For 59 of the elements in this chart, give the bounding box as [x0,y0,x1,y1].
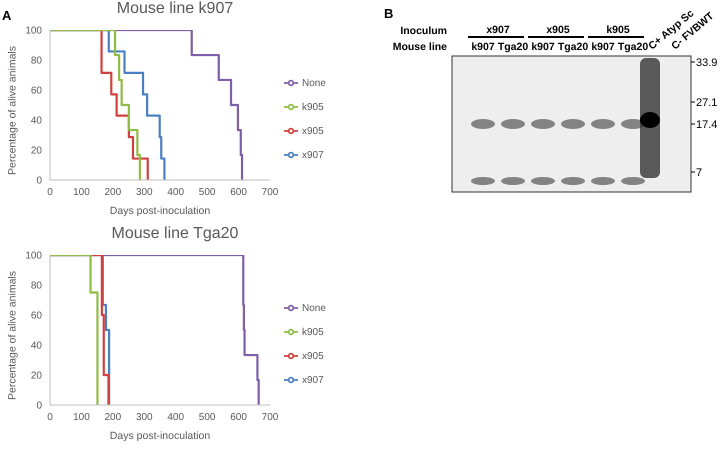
y-tick-label: 80 [30,280,42,292]
y-tick-label: 0 [36,176,42,187]
legend-label: x905 [302,351,324,362]
text: x905 [546,24,570,36]
x-tick-label: 100 [73,412,90,424]
y-axis-title: Percentage of alive animals [6,46,19,175]
x-tick-label: 0 [47,187,54,198]
text: B [384,6,394,21]
y-tick-label: 40 [30,116,42,127]
text: k907 [591,41,615,53]
x-tick-label: 300 [136,187,154,198]
x-tick-label: 700 [262,412,279,424]
x-tick-label: 600 [230,412,248,424]
y-tick-label: 20 [30,146,42,157]
y-tick-label: 60 [30,310,42,322]
x-tick-label: 400 [167,412,184,424]
x-axis-title: Days post-inoculation [110,430,210,442]
legend-label: x905 [302,126,324,137]
legend-label: k905 [302,102,324,113]
legend-label: None [302,303,326,314]
y-tick-label: 100 [25,26,42,37]
x-axis-title: Days post-inoculation [110,205,210,217]
text: x907 [486,24,510,36]
text: 27.1 [696,97,718,109]
y-tick-label: 40 [30,340,42,352]
y-tick-label: 20 [30,370,42,382]
text: Tga20 [618,41,648,53]
x-tick-label: 0 [47,412,54,424]
legend-label: k905 [302,327,324,338]
x-tick-label: 300 [136,412,154,424]
chart-title: Mouse line k907 [116,0,234,18]
x-tick-label: 200 [104,187,122,198]
y-tick-label: 100 [25,250,42,262]
text: Mouse line [392,41,448,53]
legend-label: x907 [302,150,324,161]
y-tick-label: 80 [30,56,42,67]
text: Tga20 [558,41,588,53]
x-tick-label: 100 [73,187,90,198]
x-tick-label: 500 [198,412,216,424]
text: k907 [471,41,495,53]
x-tick-label: 600 [230,187,248,198]
text: Tga20 [498,41,528,53]
legend-label: None [302,78,326,89]
x-tick-label: 200 [104,412,122,424]
x-tick-label: 700 [262,187,279,198]
x-tick-label: 400 [167,187,184,198]
text: 33.9 [696,57,718,69]
y-axis-title: Percentage of alive animals [6,271,19,400]
text: k905 [606,24,630,36]
text: 17.4 [696,119,718,131]
x-tick-label: 500 [198,187,216,198]
chart-title: Mouse line Tga20 [110,225,240,243]
text: k907 [531,41,555,53]
text: 7 [696,167,702,179]
y-tick-label: 0 [36,400,42,412]
legend-label: x907 [302,375,324,386]
text: Inoculum [400,25,447,37]
y-tick-label: 60 [30,86,42,97]
text: A [2,8,12,23]
